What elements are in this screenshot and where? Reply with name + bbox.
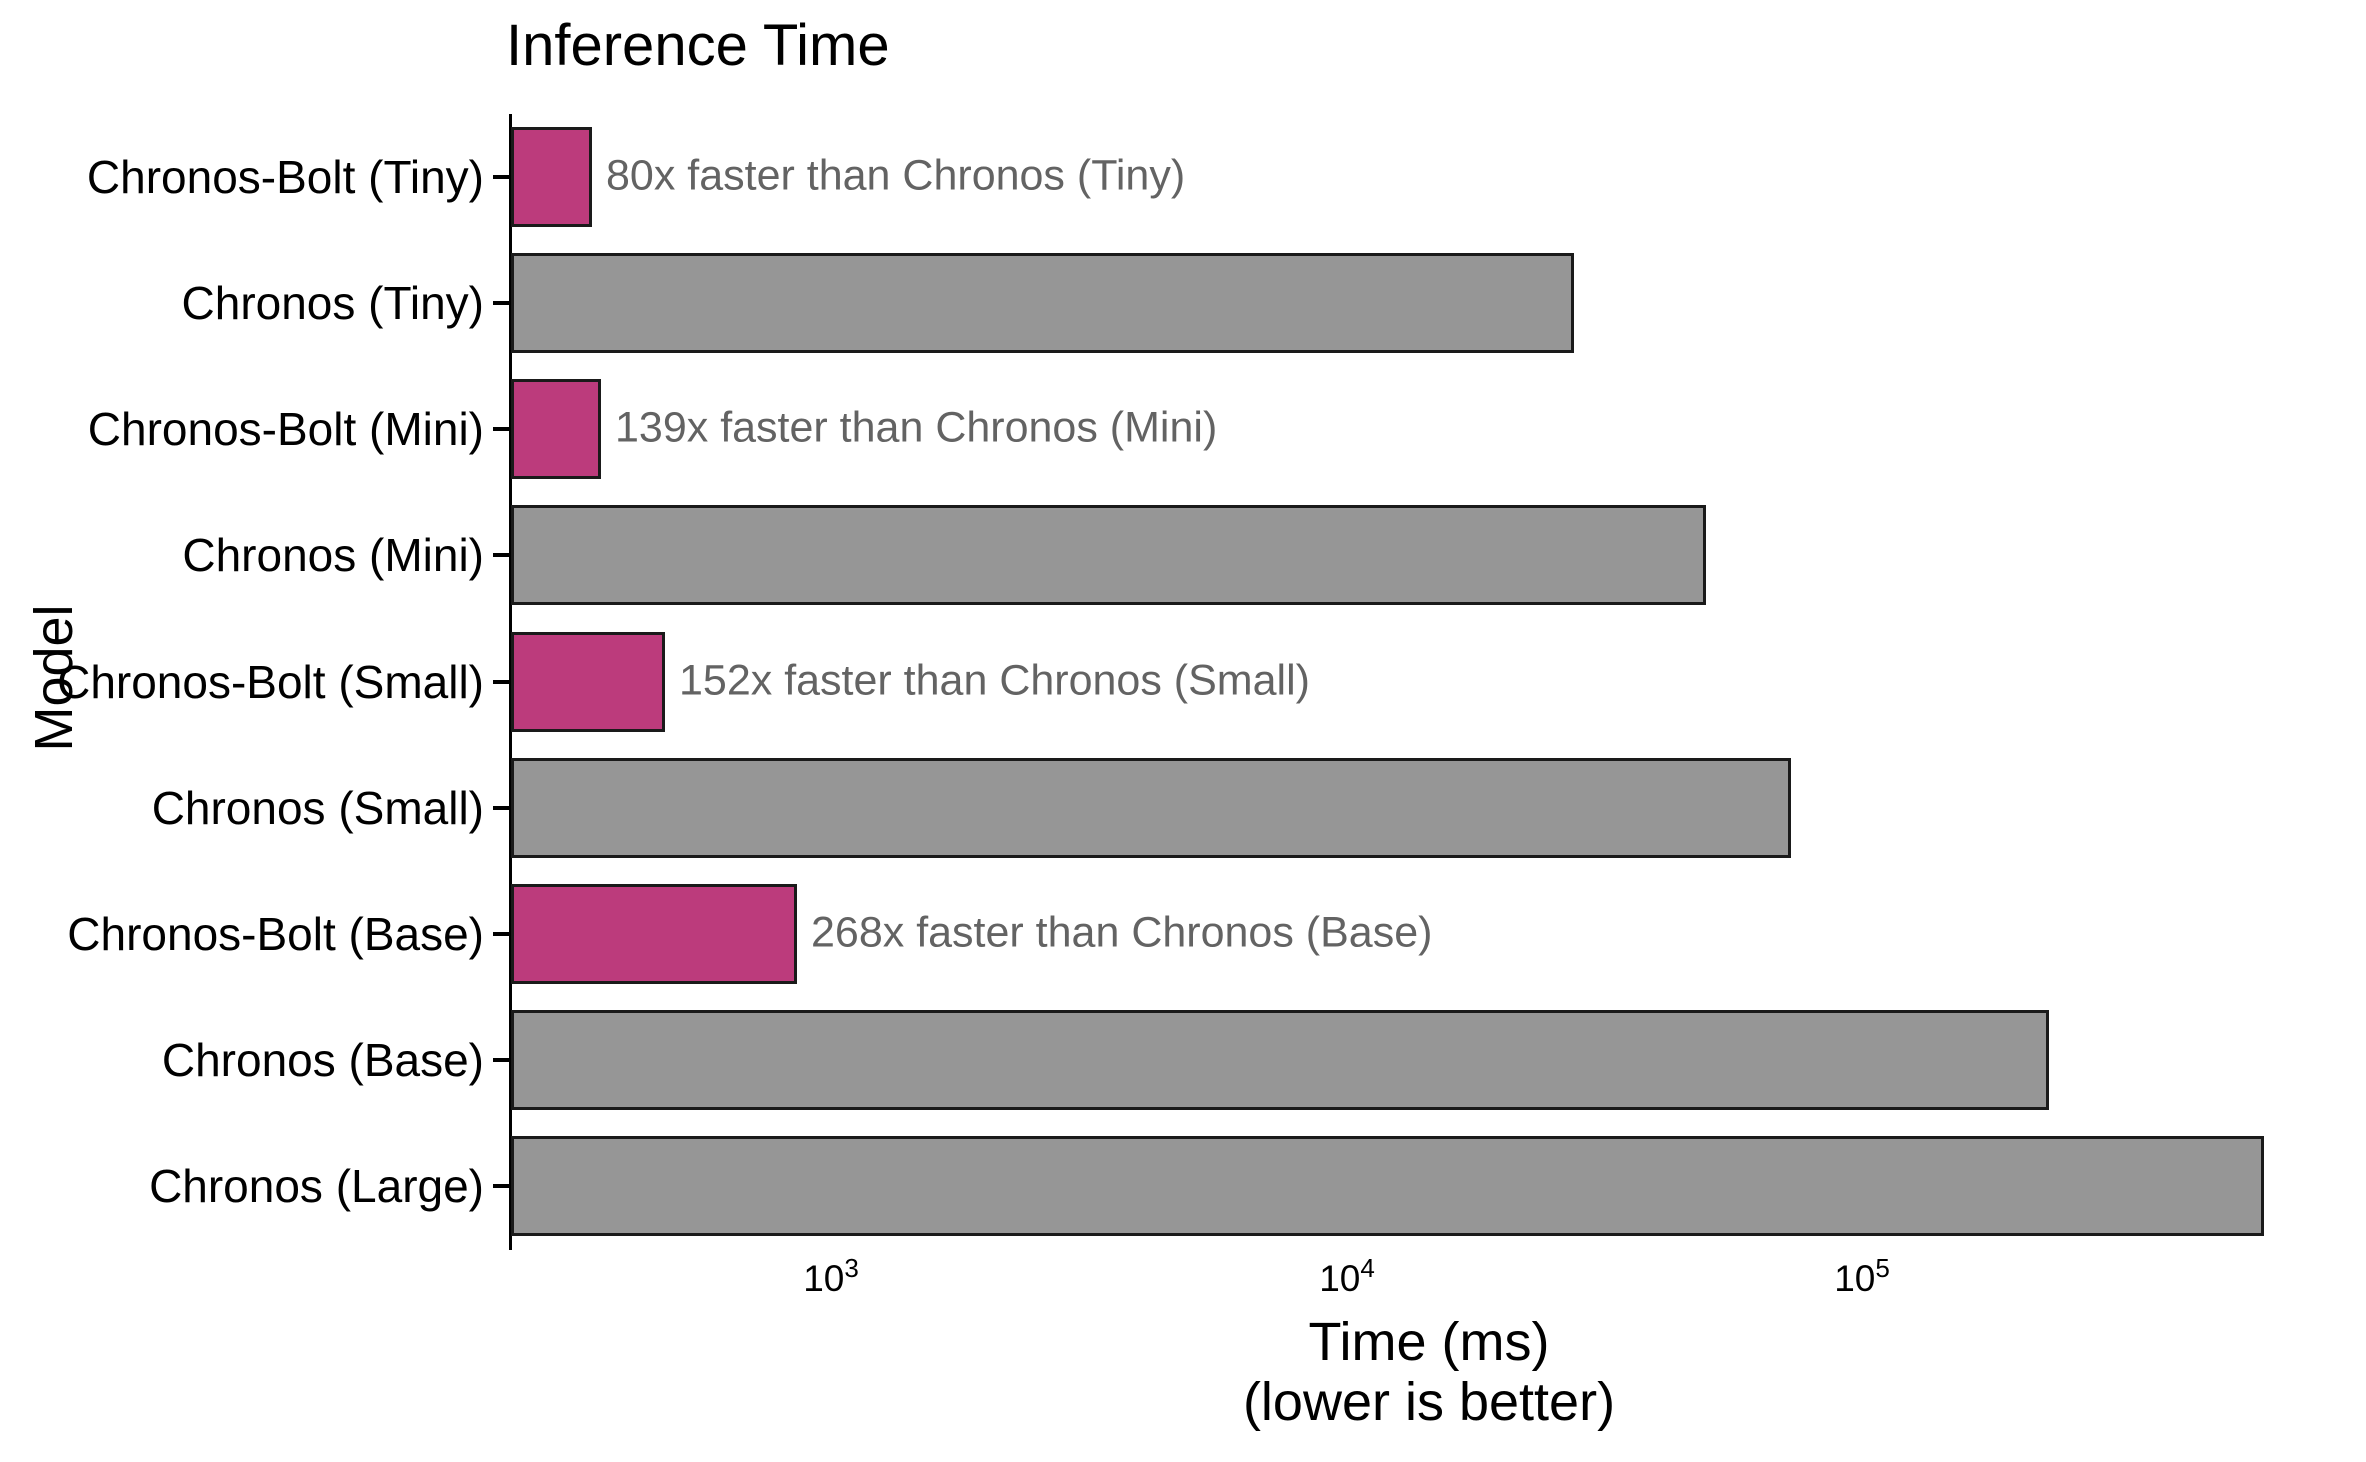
bar-annotation: 268x faster than Chronos (Base) xyxy=(811,908,1433,957)
y-axis-tick-label: Chronos (Large) xyxy=(149,1160,484,1212)
y-axis-tick xyxy=(493,1058,511,1062)
y-axis-tick-label: Chronos-Bolt (Small) xyxy=(57,656,484,708)
bar-chronos-base xyxy=(511,1010,2049,1110)
bar-chronos-tiny xyxy=(511,253,1574,353)
x-axis-sublabel: (lower is better) xyxy=(1242,1372,1616,1432)
y-axis-tick xyxy=(493,932,511,936)
chart-title: Inference Time xyxy=(506,13,890,78)
y-axis-tick xyxy=(493,553,511,557)
bar-chronos-mini xyxy=(511,505,1706,605)
bar-chronos-bolt-base xyxy=(511,884,797,984)
y-axis-tick-label: Chronos (Tiny) xyxy=(181,277,484,329)
bar-annotation: 152x faster than Chronos (Small) xyxy=(679,656,1310,705)
x-axis-tick-label: 105 xyxy=(1834,1253,1890,1299)
bar-annotation: 80x faster than Chronos (Tiny) xyxy=(606,151,1186,200)
y-axis-tick-label: Chronos (Small) xyxy=(151,782,484,834)
x-axis-tick-label: 103 xyxy=(803,1253,859,1299)
x-axis-label: Time (ms) xyxy=(1308,1312,1550,1372)
y-axis-tick xyxy=(493,301,511,305)
bar-annotation: 139x faster than Chronos (Mini) xyxy=(615,403,1218,452)
y-axis-tick-label: Chronos (Mini) xyxy=(182,529,484,581)
y-axis-tick-label: Chronos (Base) xyxy=(161,1034,484,1086)
bar-chronos-bolt-mini xyxy=(511,379,601,479)
bar-chronos-bolt-tiny xyxy=(511,127,592,227)
bar-chronos-small xyxy=(511,758,1791,858)
y-axis-tick xyxy=(493,1184,511,1188)
x-axis-title: Time (ms) (lower is better) xyxy=(511,1312,2347,1432)
y-axis-tick xyxy=(493,680,511,684)
x-axis-tick-label: 104 xyxy=(1319,1253,1375,1299)
y-axis-tick-label: Chronos-Bolt (Tiny) xyxy=(86,151,484,203)
bar-chronos-bolt-small xyxy=(511,632,665,732)
y-axis-tick-label: Chronos-Bolt (Base) xyxy=(67,908,484,960)
y-axis-tick xyxy=(493,806,511,810)
bar-chronos-large xyxy=(511,1136,2264,1236)
y-axis-tick xyxy=(493,427,511,431)
y-axis-tick xyxy=(493,175,511,179)
y-axis-tick-label: Chronos-Bolt (Mini) xyxy=(87,403,484,455)
